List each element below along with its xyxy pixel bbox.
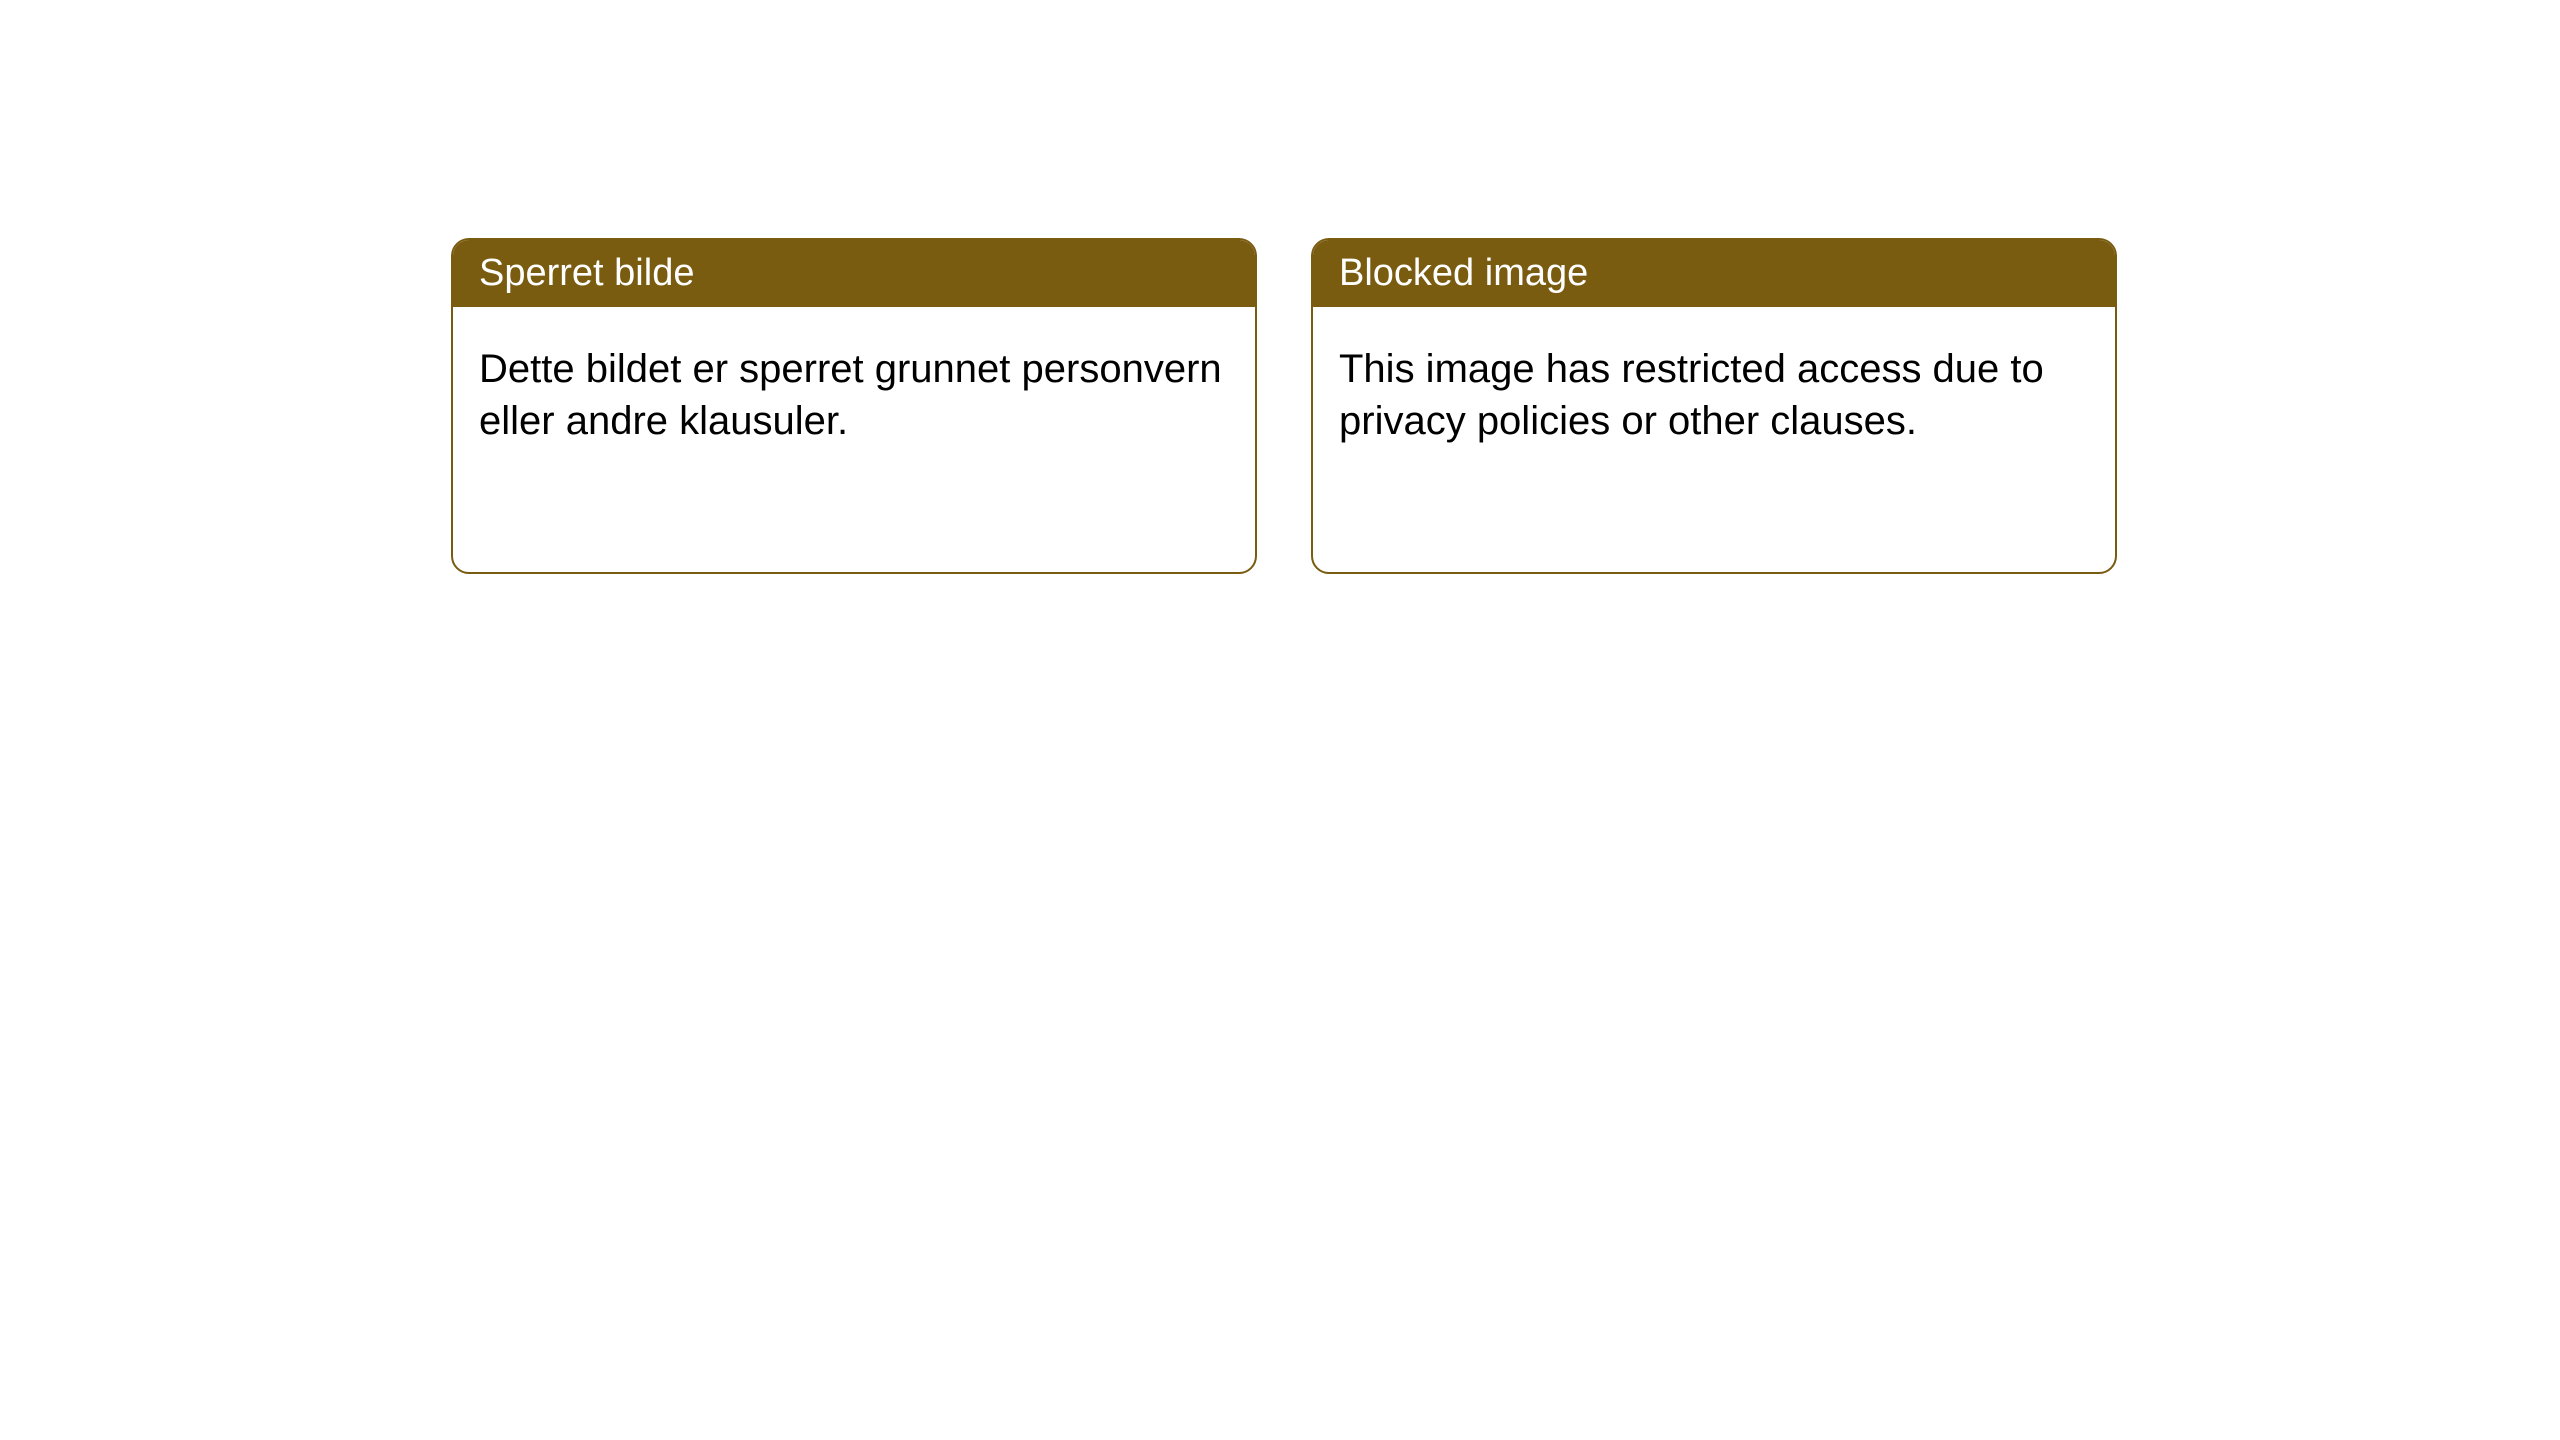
notice-card-no: Sperret bilde Dette bildet er sperret gr…	[451, 238, 1257, 574]
notice-card-body: Dette bildet er sperret grunnet personve…	[453, 307, 1255, 483]
notice-title: Sperret bilde	[479, 252, 694, 294]
notice-text: This image has restricted access due to …	[1339, 347, 2044, 443]
notice-title: Blocked image	[1339, 252, 1588, 294]
notice-text: Dette bildet er sperret grunnet personve…	[479, 347, 1222, 443]
notice-card-body: This image has restricted access due to …	[1313, 307, 2115, 483]
notice-card-header: Sperret bilde	[453, 240, 1255, 307]
notice-container: Sperret bilde Dette bildet er sperret gr…	[0, 0, 2560, 574]
notice-card-header: Blocked image	[1313, 240, 2115, 307]
notice-card-en: Blocked image This image has restricted …	[1311, 238, 2117, 574]
